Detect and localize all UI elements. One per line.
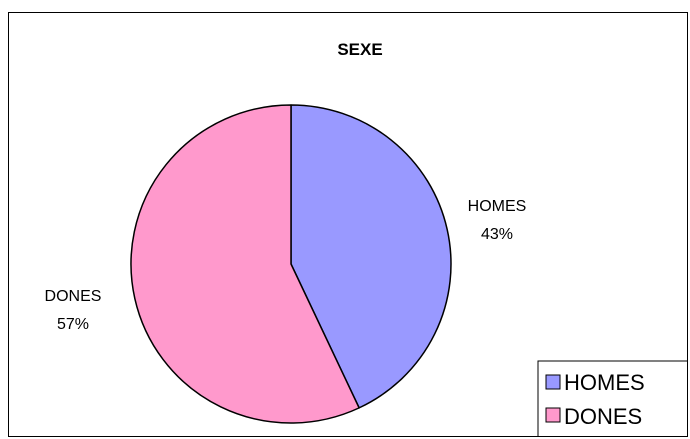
legend-swatch-dones [545, 407, 561, 423]
slice-category-label-homes: HOMES [468, 198, 527, 215]
legend-label-homes: HOMES [564, 370, 645, 395]
slice-label-homes: HOMES 43% [468, 198, 527, 243]
legend-box [537, 360, 687, 436]
slice-category-label-dones: DONES [45, 288, 102, 305]
slice-percent-label-homes: 43% [481, 226, 513, 243]
slice-label-dones: DONES 57% [45, 288, 102, 333]
legend: HOMES DONES [537, 360, 687, 436]
pie-slice-homes [290, 104, 452, 409]
pie-slice-dones [130, 104, 360, 424]
chart-title: SEXE [337, 40, 382, 59]
pie-slices [130, 104, 452, 424]
slice-percent-label-dones: 57% [57, 316, 89, 333]
pie-chart: SEXE HOMES 43% DONES 57% HOMES DONES [45, 40, 687, 436]
legend-label-dones: DONES [564, 404, 642, 429]
chart-area: SEXE HOMES 43% DONES 57% HOMES DONES [8, 12, 688, 437]
legend-swatch-homes [545, 374, 561, 390]
